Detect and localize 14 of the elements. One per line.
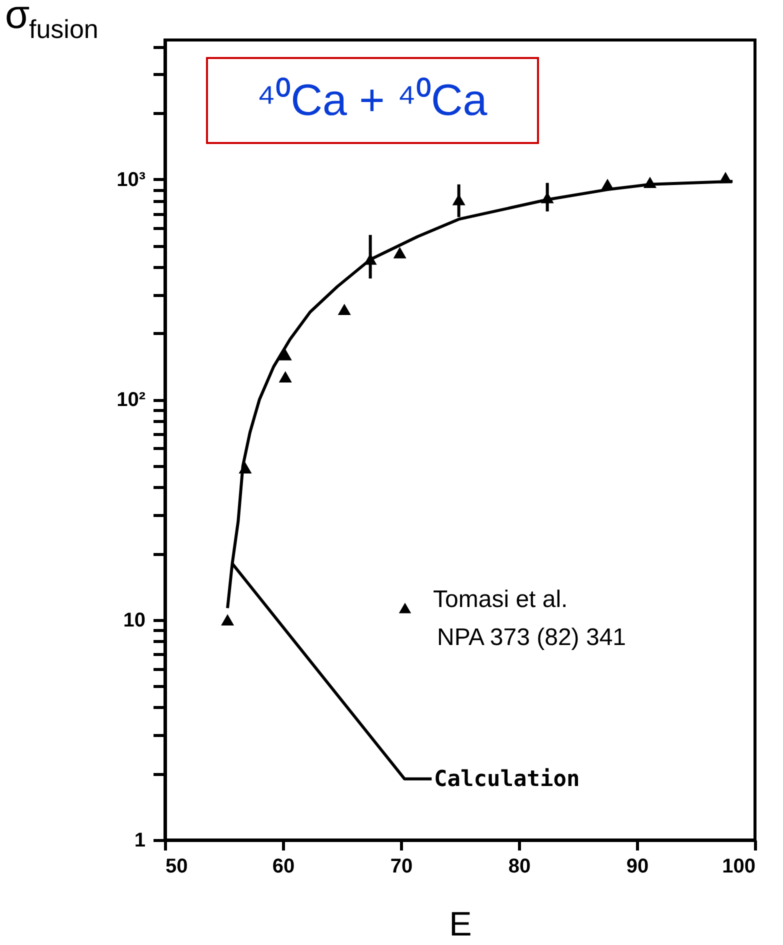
x-tick-label: 100: [722, 856, 756, 878]
x-tick-label: 80: [508, 856, 531, 878]
y-tick-label: 10³: [116, 168, 146, 191]
y-tick-label: 1: [134, 830, 146, 852]
annotation: Calculation: [434, 766, 580, 792]
x-tick-label: 50: [166, 856, 188, 878]
legend-label: Tomasi et al. NPA 373 (82) 341: [433, 586, 626, 651]
x-tick-label: 60: [272, 856, 295, 878]
text: ⁴⁰Ca + ⁴⁰Ca: [256, 76, 488, 125]
y-tick-label: 10: [123, 609, 146, 632]
y-tick-label: 10²: [116, 389, 146, 412]
x-tick-label: 70: [390, 856, 413, 878]
x-tick-label: 90: [626, 856, 649, 878]
x-axis-title: E: [449, 906, 472, 944]
